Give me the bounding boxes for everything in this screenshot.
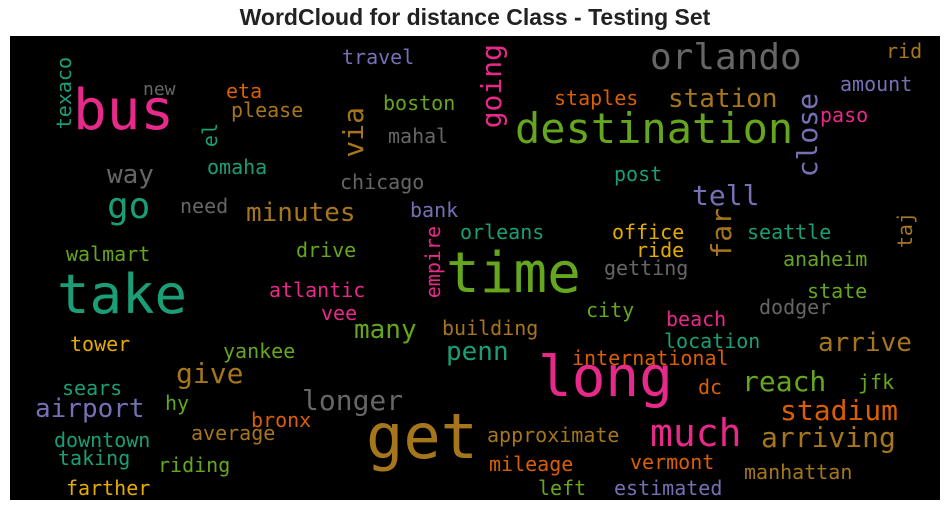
chart-title: WordCloud for distance Class - Testing S… — [239, 4, 711, 30]
word-long: long — [538, 345, 673, 410]
word-sears: sears — [62, 376, 123, 400]
word-office: office — [612, 220, 685, 244]
word-time: time — [446, 241, 581, 306]
word-seattle: seattle — [747, 220, 832, 244]
word-taj: taj — [893, 212, 917, 249]
word-texaco: texaco — [52, 57, 76, 130]
word-way: way — [107, 160, 154, 190]
word-manhattan: manhattan — [744, 460, 853, 484]
word-penn: penn — [446, 337, 509, 367]
word-el: el — [198, 123, 222, 148]
word-bank: bank — [410, 198, 459, 222]
word-building: building — [442, 316, 539, 340]
word-bronx: bronx — [251, 408, 312, 432]
word-new: new — [143, 79, 176, 100]
word-please: please — [231, 98, 304, 122]
word-bus: bus — [73, 78, 175, 143]
word-give: give — [176, 357, 244, 390]
word-going: going — [475, 44, 508, 129]
word-longer: longer — [302, 384, 404, 417]
word-vee: vee — [321, 301, 358, 325]
word-take: take — [57, 263, 188, 326]
word-stadium: stadium — [780, 394, 899, 427]
word-tower: tower — [70, 332, 131, 356]
word-city: city — [586, 298, 635, 322]
word-rid: rid — [886, 39, 923, 63]
word-mahal: mahal — [388, 124, 449, 148]
word-post: post — [614, 162, 663, 186]
word-drive: drive — [296, 238, 357, 262]
word-cloud: bus orlando destination take time long get much… — [10, 36, 940, 500]
word-jfk: jfk — [858, 370, 895, 394]
word-beach: beach — [666, 307, 727, 331]
word-arrive: arrive — [818, 328, 912, 358]
word-yankee: yankee — [223, 339, 296, 363]
word-need: need — [180, 194, 229, 218]
word-walmart: walmart — [66, 242, 151, 266]
word-get: get — [366, 400, 478, 473]
word-minutes: minutes — [246, 198, 356, 228]
word-reach: reach — [742, 365, 827, 398]
word-much: much — [650, 411, 742, 455]
word-ride: ride — [636, 238, 685, 262]
word-hy: hy — [165, 391, 190, 415]
word-many: many — [354, 315, 417, 345]
word-mileage: mileage — [489, 452, 574, 476]
word-go: go — [107, 186, 151, 227]
word-boston: boston — [383, 91, 456, 115]
word-dodger: dodger — [759, 295, 832, 319]
word-staples: staples — [554, 86, 639, 110]
word-travel: travel — [342, 45, 415, 69]
word-downtown: downtown — [54, 428, 151, 452]
word-estimated: estimated — [614, 476, 723, 500]
word-amount: amount — [840, 72, 913, 96]
word-tell: tell — [692, 179, 760, 212]
word-paso: paso — [820, 103, 869, 127]
word-far: far — [705, 208, 738, 259]
word-dc: dc — [698, 375, 723, 399]
word-farther: farther — [66, 476, 151, 500]
word-riding: riding — [158, 453, 231, 477]
word-via: via — [337, 107, 370, 158]
word-international: international — [572, 346, 729, 370]
word-station: station — [668, 84, 778, 114]
word-chicago: chicago — [340, 170, 425, 194]
word-eta: eta — [226, 79, 263, 103]
word-approximate: approximate — [487, 423, 620, 447]
word-destination: destination — [515, 104, 794, 153]
word-empire: empire — [421, 226, 445, 299]
word-vermont: vermont — [630, 450, 715, 474]
word-airport: airport — [35, 394, 145, 424]
word-anaheim: anaheim — [783, 247, 868, 271]
word-taking: taking — [58, 446, 131, 470]
word-omaha: omaha — [207, 155, 268, 179]
word-state: state — [807, 279, 868, 303]
word-left: left — [538, 476, 587, 500]
word-orlando: orlando — [650, 37, 802, 78]
word-atlantic: atlantic — [269, 278, 366, 302]
word-getting: getting — [604, 256, 689, 280]
word-average: average — [191, 421, 276, 445]
word-location: location — [664, 329, 761, 353]
word-arriving: arriving — [761, 421, 896, 454]
word-orleans: orleans — [460, 220, 545, 244]
word-close: close — [791, 93, 824, 178]
